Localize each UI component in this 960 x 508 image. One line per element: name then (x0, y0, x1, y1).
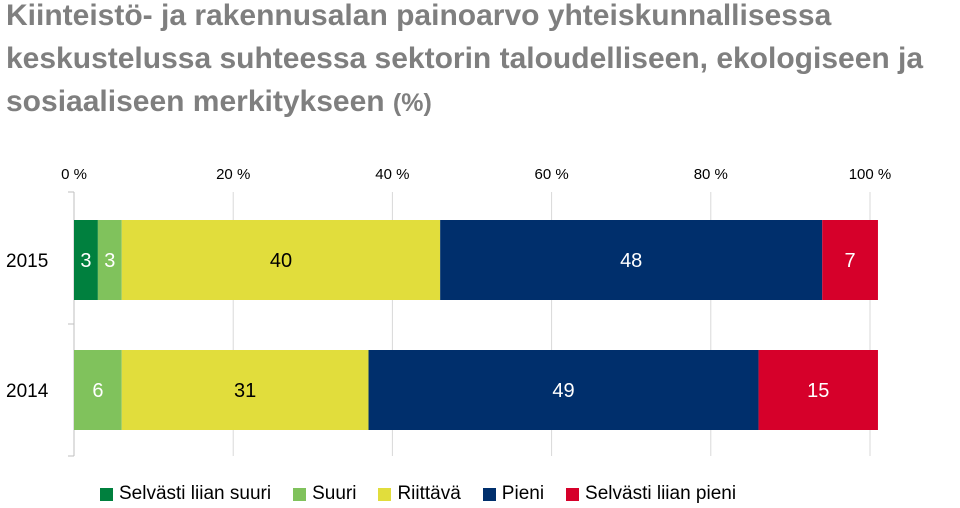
data-labels: 3 3 40 48 7 6 31 49 15 (80, 250, 855, 402)
data-label: 15 (807, 380, 829, 402)
legend-item: Selvästi liian suuri (100, 483, 271, 505)
x-tick-label: 80 % (694, 166, 728, 183)
bar-segment (368, 350, 759, 430)
bars (74, 220, 878, 430)
bar-segment (121, 220, 441, 300)
bar-segment (440, 220, 823, 300)
bar-segment (121, 350, 369, 430)
bar-segment (822, 220, 878, 300)
legend-item: Riittävä (378, 483, 461, 505)
legend-swatch (378, 487, 392, 501)
legend-swatch (100, 487, 113, 501)
data-label: 7 (845, 250, 856, 272)
legend-swatch (293, 487, 307, 501)
legend-label: Selvästi liian pieni (585, 483, 737, 504)
x-tick-label: 100 % (849, 166, 892, 183)
legend-item: Selvästi liian pieni (566, 483, 736, 505)
bar-segment (758, 350, 878, 430)
x-axis-ticks: 0 % 20 % 40 % 60 % 80 % 100 % (61, 166, 891, 183)
x-tick-label: 20 % (216, 166, 250, 183)
category-label: 2014 (6, 381, 49, 402)
legend-item: Suuri (293, 483, 356, 505)
x-tick-label: 40 % (375, 166, 409, 183)
category-label: 2015 (6, 251, 48, 272)
bar-segment (74, 350, 122, 430)
category-labels: 2015 2014 (6, 251, 49, 402)
data-label: 48 (620, 250, 642, 272)
x-tick-label: 60 % (534, 166, 568, 183)
legend-swatch (566, 487, 580, 501)
data-label: 49 (552, 380, 574, 402)
chart-title: Kiinteistö- ja rakennusalan painoarvo yh… (6, 0, 956, 125)
data-label: 3 (104, 250, 115, 272)
bar-segment (97, 220, 122, 300)
data-label: 31 (234, 380, 256, 402)
x-tick-label: 0 % (61, 166, 87, 183)
legend-swatch (482, 487, 496, 501)
legend-item: Pieni (482, 483, 545, 505)
data-label: 3 (80, 250, 91, 272)
bar-segment (74, 220, 98, 300)
legend-label: Riittävä (397, 483, 461, 504)
data-label: 6 (92, 380, 103, 402)
legend-label: Suuri (312, 483, 357, 504)
chart-title-text: Kiinteistö- ja rakennusalan painoarvo yh… (6, 0, 924, 118)
legend-label: Selvästi liian suuri (119, 483, 272, 504)
chart-area: 0 % 20 % 40 % 60 % 80 % 100 % 3 3 40 48 76 31 49 15 … (6, 166, 891, 457)
legend-label: Pieni (501, 483, 545, 504)
chart-title-suffix: (%) (392, 89, 432, 117)
data-label: 40 (270, 250, 292, 272)
legend: Selvästi liian suuri Suuri Riittävä Pieni Se… (100, 482, 758, 506)
